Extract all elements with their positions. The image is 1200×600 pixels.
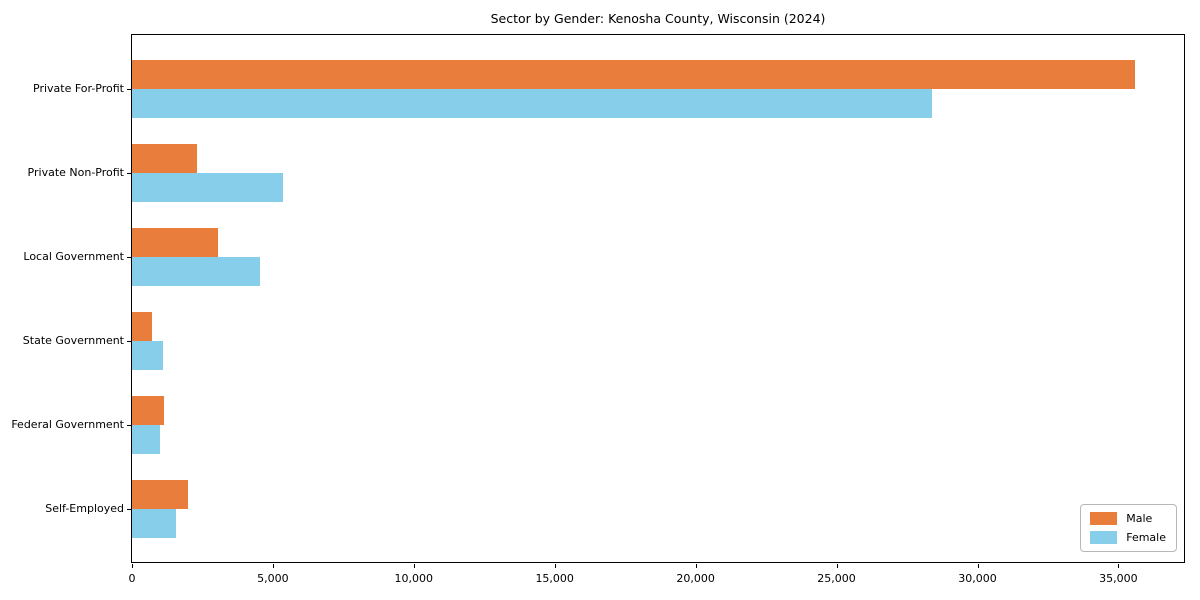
legend-label-female: Female xyxy=(1126,531,1166,544)
bar-male-private-for-profit xyxy=(132,60,1136,89)
y-tick-label-federal-government: Federal Government xyxy=(11,418,124,431)
x-tick-label-20000: 20,000 xyxy=(676,572,715,585)
x-tick-mark xyxy=(272,564,274,568)
legend-entry-male: Male xyxy=(1090,512,1166,525)
x-tick-mark xyxy=(836,564,838,568)
x-tick-mark xyxy=(554,564,556,568)
bar-female-federal-government xyxy=(132,425,161,454)
x-tick-label-25000: 25,000 xyxy=(817,572,856,585)
x-tick-mark xyxy=(1118,564,1120,568)
legend: Male Female xyxy=(1080,504,1177,552)
x-tick-label-5000: 5,000 xyxy=(257,572,289,585)
chart-title: Sector by Gender: Kenosha County, Wiscon… xyxy=(490,11,826,26)
y-tick-mark xyxy=(127,173,132,174)
plot-area: Private For-Profit Private Non-Profit Loca… xyxy=(11,34,1185,585)
bar-female-local-government xyxy=(132,257,261,286)
legend-label-male: Male xyxy=(1126,512,1153,525)
bar-female-private-for-profit xyxy=(132,89,933,118)
x-tick-mark xyxy=(132,564,133,568)
x-tick-label-10000: 10,000 xyxy=(394,572,434,585)
bar-male-private-non-profit xyxy=(132,144,197,173)
bar-male-state-government xyxy=(132,312,152,341)
bar-male-federal-government xyxy=(132,396,165,425)
bar-male-self-employed xyxy=(132,480,189,509)
legend-swatch-male xyxy=(1090,512,1118,525)
y-tick-mark xyxy=(127,257,132,258)
legend-swatch-female xyxy=(1090,531,1118,544)
y-tick-label-private-non-profit: Private Non-Profit xyxy=(27,166,124,179)
y-tick-label-state-government: State Government xyxy=(22,334,124,347)
bar-male-local-government xyxy=(132,228,218,257)
x-tick-label-30000: 30,000 xyxy=(958,572,997,585)
legend-entry-female: Female xyxy=(1090,531,1166,544)
bar-female-private-non-profit xyxy=(132,173,283,202)
x-tick-mark xyxy=(695,564,697,568)
y-tick-mark xyxy=(127,509,132,510)
x-tick-label-0: 0 xyxy=(128,572,136,585)
bar-female-self-employed xyxy=(132,509,176,538)
x-tick-label-15000: 15,000 xyxy=(535,572,574,585)
y-tick-mark xyxy=(127,425,132,426)
y-tick-label-local-government: Local Government xyxy=(23,250,124,263)
x-tick-mark xyxy=(977,564,979,568)
bar-female-state-government xyxy=(132,341,163,370)
x-tick-label-35000: 35,000 xyxy=(1099,572,1138,585)
y-tick-mark xyxy=(127,89,132,90)
x-tick-mark xyxy=(413,564,415,568)
y-tick-label-private-for-profit: Private For-Profit xyxy=(33,82,124,95)
y-tick-label-self-employed: Self-Employed xyxy=(45,502,124,515)
y-tick-mark xyxy=(127,341,132,342)
